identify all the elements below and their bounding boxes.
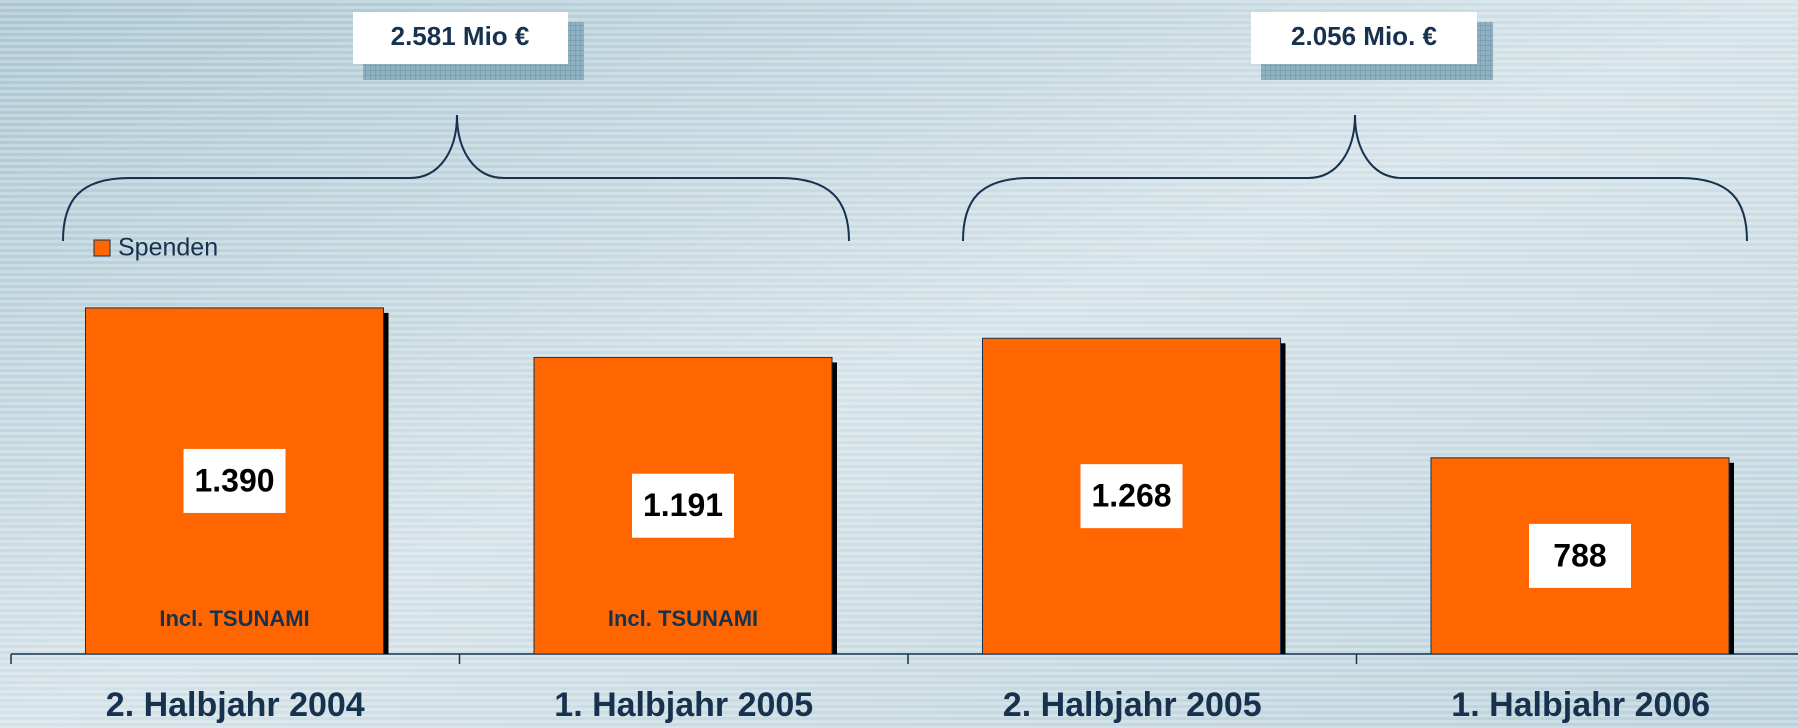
bracket [62, 114, 850, 242]
x-tick-label: 2. Halbjahr 2004 [106, 686, 365, 724]
value-label: 1.268 [1091, 478, 1171, 514]
value-label-box [1080, 464, 1183, 529]
value-label: 1.191 [643, 487, 723, 523]
annotation: 2.581 Mio € [391, 21, 530, 51]
x-tick-label: 1. Halbjahr 2006 [1451, 686, 1710, 724]
bar-note: Incl. TSUNAMI [159, 606, 309, 631]
bar-note: Incl. TSUNAMI [608, 606, 758, 631]
value-label-box [1529, 523, 1631, 588]
legend-label: Spenden [118, 234, 218, 262]
x-tick-label: 2. Halbjahr 2005 [1003, 686, 1262, 724]
annotation: 2.056 Mio. € [1291, 21, 1437, 51]
bracket [962, 114, 1748, 242]
value-label: 1.390 [194, 462, 274, 498]
legend-swatch [93, 239, 111, 257]
value-label-box [632, 473, 734, 538]
x-tick-label: 1. Halbjahr 2005 [554, 686, 813, 724]
value-label: 788 [1553, 537, 1606, 573]
annotation-box [1251, 12, 1477, 64]
annotation-box [353, 12, 568, 64]
value-label-box [183, 448, 286, 513]
